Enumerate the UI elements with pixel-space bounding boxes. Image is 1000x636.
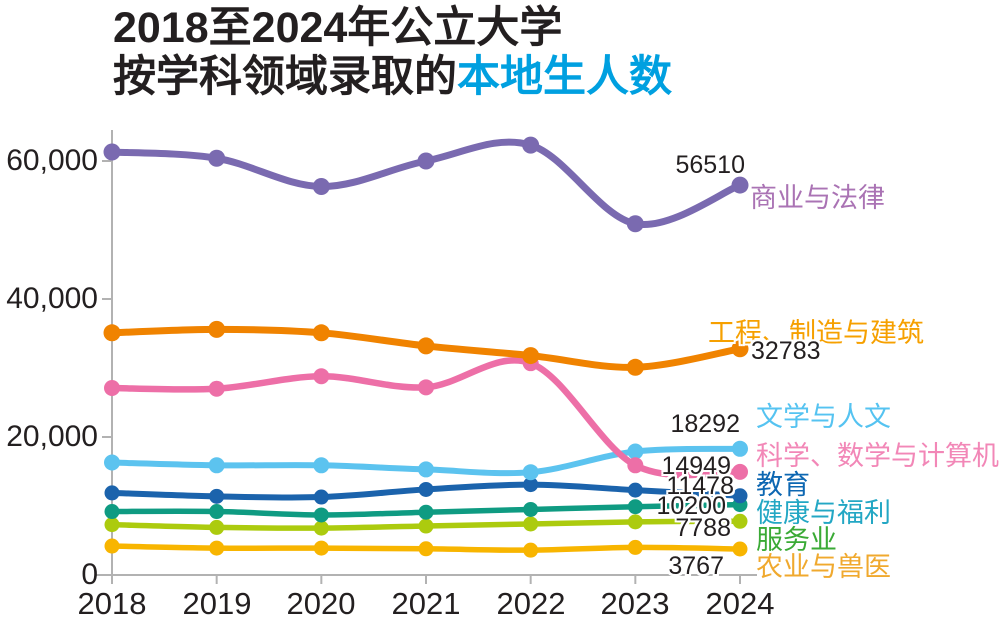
value-services: 7788 [675,514,731,542]
legend-literature: 文学与人文 [756,402,891,432]
series-1 [103,320,749,376]
legend-services: 服务业 [756,525,837,555]
x-tick-2021: 2021 [391,586,461,621]
x-tick-2018: 2018 [77,586,147,621]
legend-business-law: 商业与法律 [750,183,885,213]
value-literature: 18292 [670,410,740,438]
x-tick-2023: 2023 [600,586,670,621]
value-education: 11478 [666,472,734,500]
legend-agriculture-vet: 农业与兽医 [756,552,891,582]
chart-title-line2: 按学科领域录取的 [113,53,457,101]
series-2 [104,440,748,481]
y-tick-60000: 60,000 [6,144,98,177]
series-5 [104,497,748,523]
y-tick-40000: 40,000 [6,282,98,315]
y-tick-0: 0 [81,558,98,591]
legend-health-welfare: 健康与福利 [756,498,891,528]
legend-engineering: 工程、制造与建筑 [708,318,924,348]
value-engineering: 32783 [751,337,821,365]
x-tick-2022: 2022 [496,586,566,621]
legend-science-math: 科学、数学与计算机 [756,441,999,471]
value-science-math: 14949 [661,452,731,480]
series-7 [104,538,748,558]
x-tick-2020: 2020 [286,586,356,621]
value-business-law: 56510 [675,151,745,179]
series-6 [104,513,748,536]
series-4 [104,477,748,505]
x-tick-2024: 2024 [705,586,775,621]
chart-title: 2018至2024年公立大学 按学科领域录取的本地生人数 [113,4,672,102]
value-health-welfare: 10200 [656,492,726,520]
series-0 [103,136,749,233]
value-agriculture-vet: 3767 [668,552,724,580]
legend-education: 教育 [756,470,810,500]
x-tick-2019: 2019 [182,586,252,621]
chart-title-line1: 2018至2024年公立大学 [113,4,563,52]
chart-title-highlight: 本地生人数 [457,53,672,101]
y-tick-20000: 20,000 [6,420,98,453]
